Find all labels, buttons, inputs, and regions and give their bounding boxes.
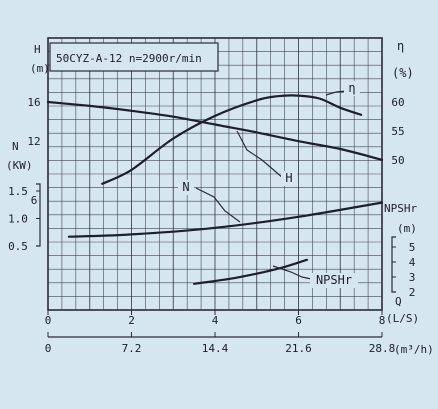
h-axis-label: H (m) <box>30 43 50 75</box>
n-tick-label: 0.5 <box>8 240 28 253</box>
tick-labels: 0 2 4 6 80 7.2 14.4 21.6 28.8161261.51.00.560555… <box>8 96 416 355</box>
h-axis-label-line2: (m) <box>30 62 50 75</box>
title-box <box>49 42 219 72</box>
npsh-axis-label-line2: (m) <box>397 222 417 235</box>
h-tick-label: 6 <box>31 194 38 207</box>
x-ls-tick-label: 8 <box>379 314 386 327</box>
annotation-n: N <box>182 180 189 194</box>
annotation-leader-h <box>236 130 284 179</box>
h-axis-label-line1: H <box>34 43 41 56</box>
grid <box>48 38 382 310</box>
n-tick-label: 1.0 <box>8 213 28 226</box>
series-npshr-curve <box>193 258 308 285</box>
series-eta-curve <box>101 94 363 185</box>
annotation-h: H <box>285 171 292 185</box>
n-axis-label: N (KW) <box>6 140 33 172</box>
n-axis-label-line2: (KW) <box>6 159 33 172</box>
series-n-curve <box>67 201 384 238</box>
annotation-leader-eta <box>325 90 348 96</box>
annotation-npshr: NPSHr <box>316 273 352 287</box>
q-axis-label-line2: (L/S) <box>386 312 419 325</box>
curve-annotations: H Nη NPSHr <box>178 81 360 288</box>
npsh-tick-label: 3 <box>409 271 416 284</box>
eta-tick-label: 50 <box>391 154 404 167</box>
x-m3h-tick-label: 28.8 <box>369 342 396 355</box>
npsh-tick-label: 4 <box>409 256 416 269</box>
x-ls-tick-label: 2 <box>128 314 135 327</box>
x-ls-tick-label: 6 <box>295 314 302 327</box>
eta-axis-label-line1: η <box>397 39 404 53</box>
chart-title: 50CYZ-A-12 n=2900r/min <box>56 52 202 65</box>
npsh-axis-bracket <box>391 236 396 293</box>
m3h-axis-label: (m³/h) <box>394 343 434 356</box>
x-m3h-tick-label: 7.2 <box>122 342 142 355</box>
eta-tick-label: 60 <box>391 96 404 109</box>
annotation-bg-n <box>178 180 194 195</box>
eta-axis-label: η (%) <box>392 39 414 80</box>
eta-axis-label-line2: (%) <box>392 66 414 80</box>
x-m3h-tick-label: 14.4 <box>202 342 229 355</box>
x-m3h-tick-label: 21.6 <box>285 342 312 355</box>
annotation-leader-n <box>195 187 241 223</box>
eta-tick-label: 55 <box>391 125 404 138</box>
x-ls-tick-label: 0 <box>45 314 52 327</box>
n-tick-label: 1.5 <box>8 185 28 198</box>
x-m3h-tick-label: 0 <box>45 342 52 355</box>
q-axis-label: Q (L/S) <box>386 295 419 325</box>
x-ls-tick-label: 4 <box>212 314 219 327</box>
npsh-axis-label: NPSHr (m) <box>384 202 424 235</box>
h-tick-label: 12 <box>27 135 40 148</box>
n-axis-label-line1: N <box>12 140 19 153</box>
annotation-bg-h <box>281 171 297 186</box>
series-curves <box>46 94 384 285</box>
npsh-axis-label-line1: NPSHr <box>384 202 417 215</box>
annotation-eta: η <box>348 81 355 95</box>
q-axis-label-line1: Q <box>395 295 402 308</box>
series-h-curve <box>46 100 384 161</box>
npsh-tick-label: 2 <box>409 286 416 299</box>
annotation-bg-npshr <box>310 273 358 288</box>
annotation-leader-npshr <box>272 265 317 281</box>
h-tick-label: 16 <box>27 96 40 109</box>
npsh-tick-label: 5 <box>409 241 416 254</box>
annotation-bg-eta <box>344 81 360 96</box>
